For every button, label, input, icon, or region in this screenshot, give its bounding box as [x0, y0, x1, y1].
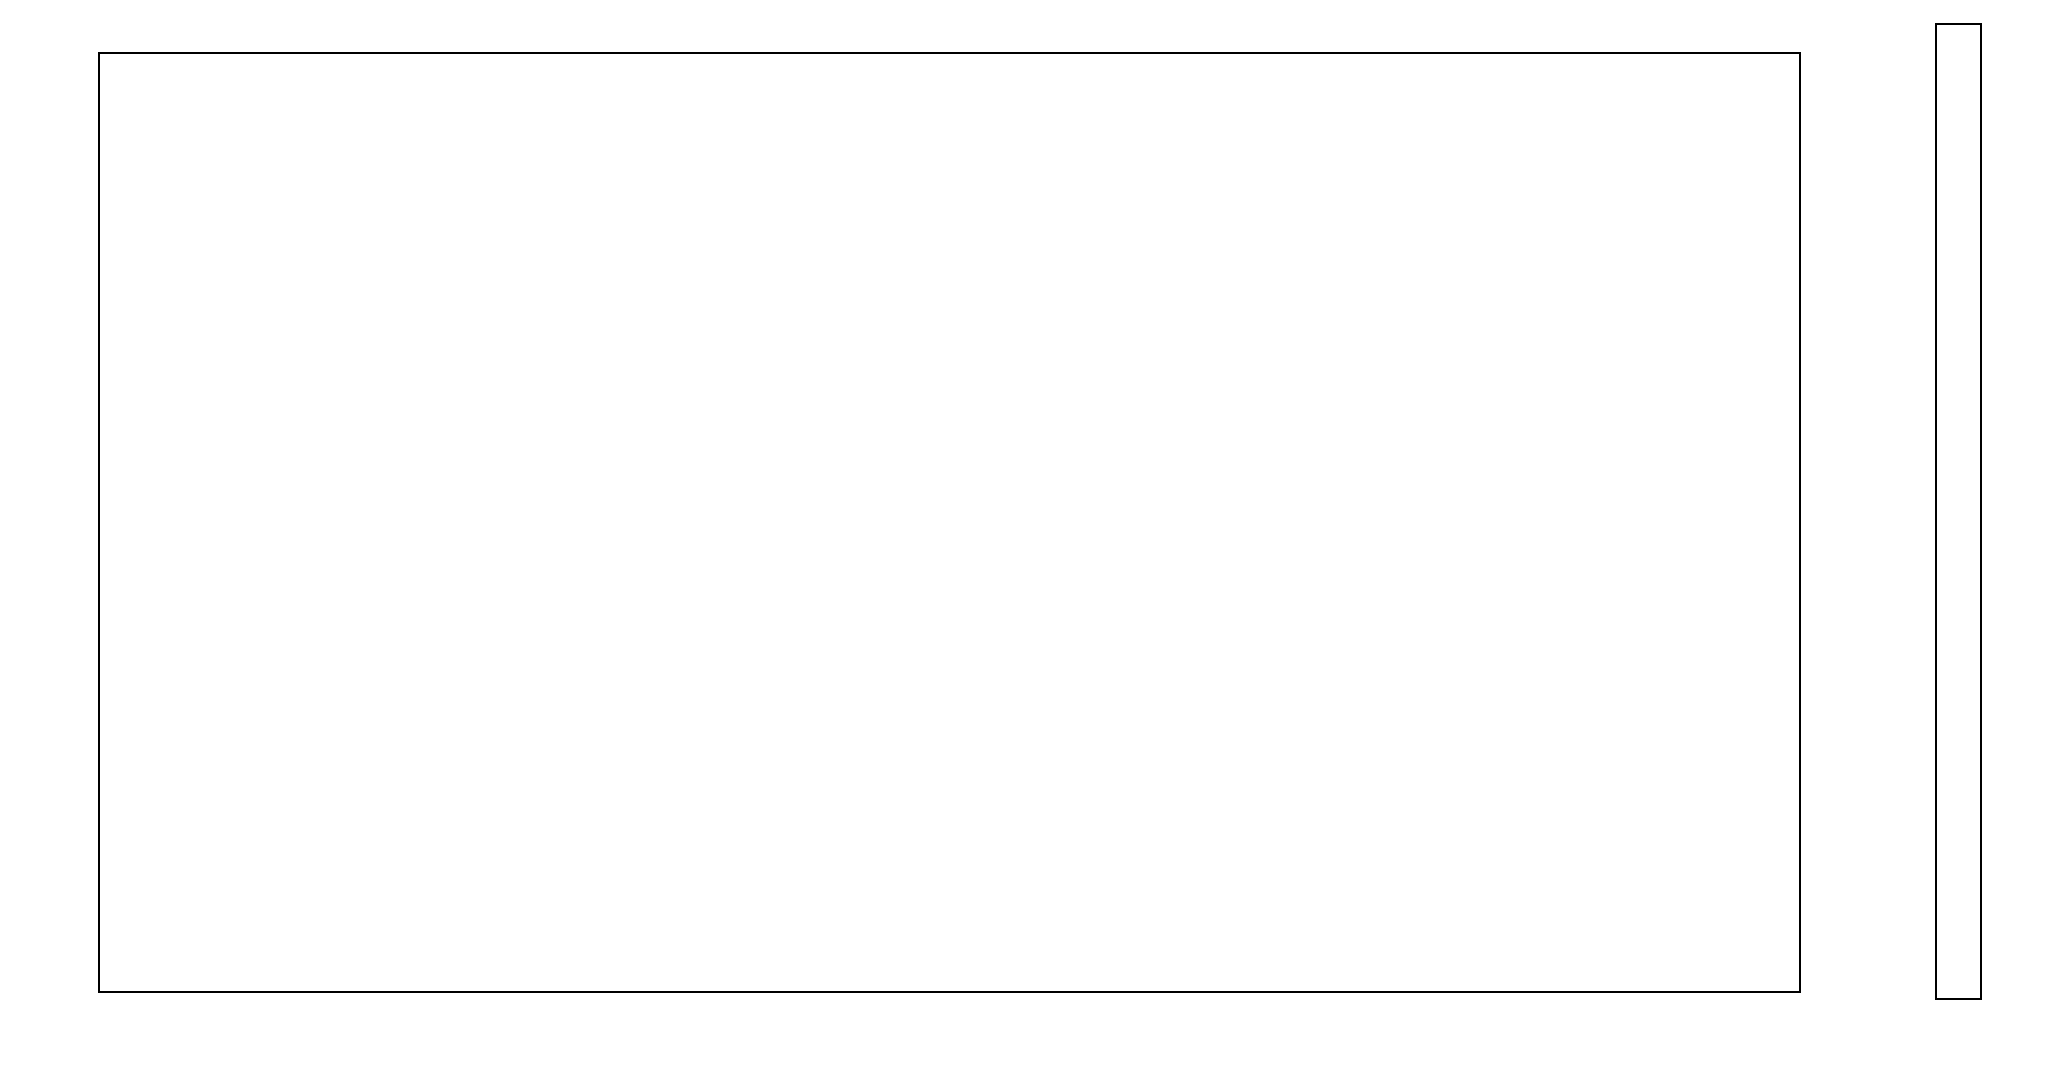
colorbar-gradient: [1936, 24, 1981, 999]
spectrogram-heatmap: [99, 53, 1800, 992]
